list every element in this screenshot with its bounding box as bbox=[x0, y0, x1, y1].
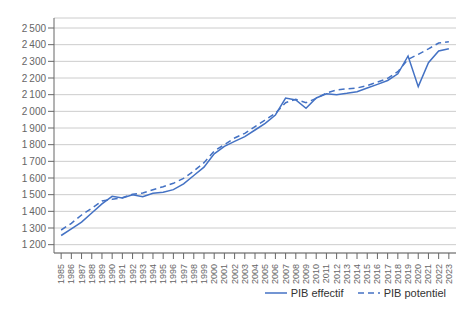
svg-text:2021: 2021 bbox=[423, 264, 433, 284]
svg-text:2020: 2020 bbox=[413, 264, 423, 284]
svg-text:2015: 2015 bbox=[362, 264, 372, 284]
svg-text:1987: 1987 bbox=[77, 264, 87, 284]
html-text:PIB potentiel: PIB potentiel bbox=[383, 287, 446, 299]
svg-text:2009: 2009 bbox=[301, 264, 311, 284]
svg-text:2 200: 2 200 bbox=[22, 73, 47, 84]
svg-text:2 500: 2 500 bbox=[22, 23, 47, 34]
svg-text:2007: 2007 bbox=[281, 264, 291, 284]
svg-text:1992: 1992 bbox=[128, 264, 138, 284]
svg-text:1 400: 1 400 bbox=[22, 206, 47, 217]
svg-text:1990: 1990 bbox=[107, 264, 117, 284]
svg-text:2008: 2008 bbox=[291, 264, 301, 284]
svg-text:2019: 2019 bbox=[403, 264, 413, 284]
svg-text:2 000: 2 000 bbox=[22, 106, 47, 117]
svg-text:1986: 1986 bbox=[66, 264, 76, 284]
svg-text:1995: 1995 bbox=[158, 264, 168, 284]
svg-text:2000: 2000 bbox=[209, 264, 219, 284]
svg-text:1 200: 1 200 bbox=[22, 239, 47, 250]
svg-text:2005: 2005 bbox=[260, 264, 270, 284]
svg-text:2022: 2022 bbox=[434, 264, 444, 284]
svg-text:2 300: 2 300 bbox=[22, 56, 47, 67]
svg-text:1996: 1996 bbox=[168, 264, 178, 284]
svg-text:1988: 1988 bbox=[87, 264, 97, 284]
svg-text:1 300: 1 300 bbox=[22, 223, 47, 234]
svg-text:1997: 1997 bbox=[179, 264, 189, 284]
svg-text:2014: 2014 bbox=[352, 264, 362, 284]
svg-text:1 500: 1 500 bbox=[22, 189, 47, 200]
svg-text:2002: 2002 bbox=[230, 264, 240, 284]
svg-text:2023: 2023 bbox=[444, 264, 454, 284]
svg-text:1991: 1991 bbox=[117, 264, 127, 284]
svg-text:1999: 1999 bbox=[199, 264, 209, 284]
svg-text:2006: 2006 bbox=[270, 264, 280, 284]
svg-text:2018: 2018 bbox=[393, 264, 403, 284]
svg-text:2001: 2001 bbox=[219, 264, 229, 284]
svg-text:2013: 2013 bbox=[342, 264, 352, 284]
svg-text:1998: 1998 bbox=[189, 264, 199, 284]
svg-text:1 700: 1 700 bbox=[22, 156, 47, 167]
svg-text:1985: 1985 bbox=[56, 264, 66, 284]
svg-text:2017: 2017 bbox=[383, 264, 393, 284]
svg-text:1 800: 1 800 bbox=[22, 139, 47, 150]
svg-text:2010: 2010 bbox=[311, 264, 321, 284]
svg-text:2 100: 2 100 bbox=[22, 89, 47, 100]
svg-text:1 600: 1 600 bbox=[22, 173, 47, 184]
svg-text:1 900: 1 900 bbox=[22, 123, 47, 134]
html-text:PIB effectif: PIB effectif bbox=[290, 287, 344, 299]
svg-text:1994: 1994 bbox=[148, 264, 158, 284]
svg-text:2003: 2003 bbox=[240, 264, 250, 284]
svg-text:1993: 1993 bbox=[138, 264, 148, 284]
svg-text:2016: 2016 bbox=[372, 264, 382, 284]
svg-text:2012: 2012 bbox=[332, 264, 342, 284]
svg-text:1989: 1989 bbox=[97, 264, 107, 284]
svg-text:2011: 2011 bbox=[321, 264, 331, 283]
svg-text:2004: 2004 bbox=[250, 264, 260, 284]
svg-text:2 400: 2 400 bbox=[22, 39, 47, 50]
